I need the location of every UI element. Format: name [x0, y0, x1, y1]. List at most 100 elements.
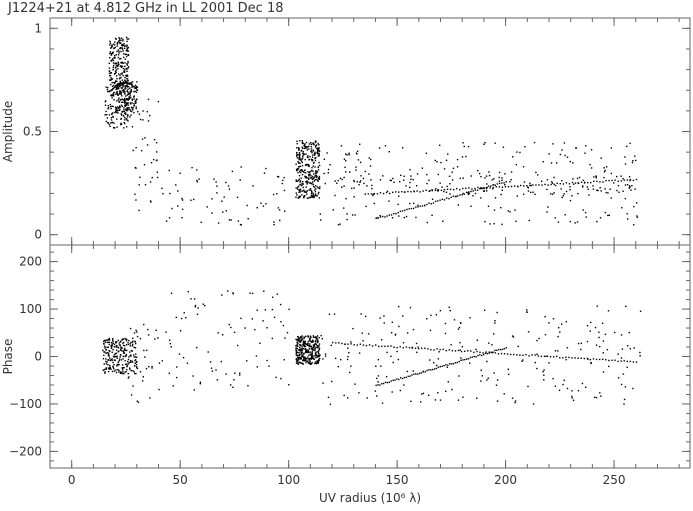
- data-point: [430, 203, 432, 205]
- data-point: [277, 176, 280, 178]
- data-point: [117, 99, 120, 101]
- data-point: [393, 181, 395, 184]
- data-point: [122, 358, 124, 360]
- data-point: [135, 329, 137, 332]
- data-point: [304, 175, 306, 177]
- data-point: [301, 158, 303, 160]
- data-point: [346, 218, 348, 221]
- data-point: [447, 153, 449, 155]
- data-point: [112, 95, 115, 97]
- y-tick-label: −100: [9, 397, 42, 411]
- data-point: [404, 209, 406, 212]
- data-point: [305, 349, 307, 351]
- data-point: [417, 347, 420, 350]
- data-point: [286, 331, 289, 334]
- data-point: [315, 356, 317, 359]
- data-point: [136, 89, 139, 91]
- data-point: [119, 47, 122, 49]
- data-point: [300, 171, 302, 174]
- data-point: [126, 74, 129, 76]
- data-point: [118, 358, 121, 360]
- data-point: [295, 180, 298, 183]
- data-point: [311, 166, 313, 169]
- data-point: [308, 348, 311, 350]
- data-point: [399, 377, 402, 379]
- data-point: [129, 87, 131, 89]
- data-point: [311, 357, 314, 360]
- data-point: [116, 88, 118, 90]
- data-point: [308, 362, 310, 364]
- data-point: [501, 223, 503, 226]
- data-point: [265, 203, 267, 205]
- data-point: [358, 352, 361, 354]
- data-point: [151, 176, 153, 179]
- data-point: [516, 151, 518, 153]
- data-point: [109, 90, 111, 92]
- data-point: [543, 374, 545, 376]
- data-point: [526, 184, 528, 187]
- data-point: [507, 368, 509, 370]
- data-point: [299, 162, 301, 165]
- data-point: [310, 143, 313, 146]
- data-point: [106, 88, 109, 91]
- data-point: [221, 294, 223, 296]
- data-point: [168, 372, 170, 374]
- data-point: [120, 44, 123, 46]
- data-point: [304, 357, 307, 360]
- data-point: [514, 401, 516, 404]
- data-point: [112, 59, 115, 62]
- data-point: [588, 194, 590, 196]
- data-point: [476, 189, 479, 191]
- data-point: [117, 351, 119, 353]
- data-point: [126, 80, 128, 83]
- data-point: [108, 114, 111, 116]
- data-point: [343, 158, 346, 160]
- data-point: [108, 367, 110, 369]
- data-point: [108, 123, 110, 126]
- data-point: [320, 334, 322, 337]
- data-point: [118, 360, 120, 362]
- data-point: [108, 337, 110, 340]
- data-point: [473, 351, 475, 354]
- data-point: [117, 109, 119, 112]
- data-point: [116, 100, 118, 102]
- data-point: [304, 356, 306, 358]
- data-point: [562, 183, 565, 185]
- data-point: [128, 106, 130, 109]
- data-point: [110, 77, 112, 79]
- data-point: [390, 355, 392, 358]
- data-point: [316, 149, 319, 151]
- data-point: [124, 119, 126, 121]
- data-point: [314, 361, 317, 363]
- data-point: [120, 84, 122, 86]
- data-point: [302, 338, 304, 340]
- data-point: [316, 355, 319, 357]
- data-point: [297, 342, 299, 344]
- data-point: [380, 339, 383, 341]
- data-point: [505, 346, 507, 349]
- data-point: [322, 358, 324, 360]
- data-point: [125, 103, 128, 105]
- data-point: [311, 341, 313, 343]
- data-point: [301, 173, 304, 176]
- data-point: [122, 338, 125, 340]
- data-point: [288, 384, 290, 386]
- data-point: [175, 316, 177, 319]
- data-point: [133, 356, 135, 358]
- data-point: [304, 164, 307, 166]
- data-point: [454, 361, 457, 364]
- data-point: [121, 105, 123, 108]
- data-point: [298, 162, 300, 164]
- data-point: [196, 313, 199, 316]
- data-point: [377, 358, 380, 361]
- data-point: [128, 367, 131, 369]
- data-point: [580, 342, 582, 344]
- data-point: [240, 224, 242, 226]
- data-point: [323, 158, 326, 160]
- data-point: [228, 188, 231, 190]
- data-point: [314, 140, 317, 142]
- data-point: [586, 325, 589, 327]
- data-point: [611, 359, 613, 362]
- data-point: [129, 110, 132, 112]
- data-point: [309, 362, 312, 365]
